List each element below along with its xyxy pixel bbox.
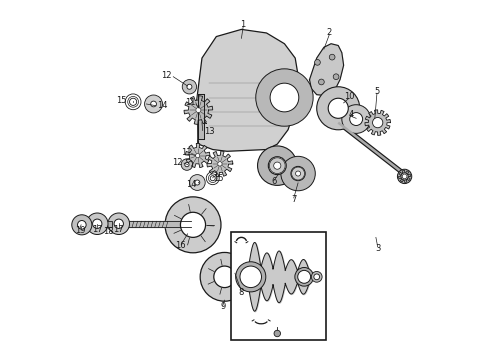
Circle shape: [145, 95, 163, 113]
Bar: [231, 232, 326, 339]
Text: 11: 11: [185, 98, 196, 107]
Polygon shape: [196, 30, 299, 151]
Circle shape: [328, 98, 348, 118]
Circle shape: [72, 215, 92, 235]
Circle shape: [329, 54, 335, 60]
Circle shape: [292, 167, 304, 180]
Circle shape: [87, 213, 108, 234]
Circle shape: [372, 117, 383, 128]
Text: 15: 15: [214, 175, 224, 184]
Circle shape: [270, 83, 299, 112]
Circle shape: [93, 219, 102, 228]
Circle shape: [350, 113, 363, 126]
Circle shape: [181, 159, 193, 170]
Circle shape: [129, 98, 137, 105]
Polygon shape: [186, 143, 210, 168]
Circle shape: [397, 169, 412, 184]
Text: 12: 12: [172, 158, 182, 167]
Text: 7: 7: [291, 195, 296, 204]
Text: 18: 18: [103, 227, 114, 236]
Circle shape: [187, 84, 192, 89]
Bar: [104, 221, 112, 226]
Circle shape: [295, 267, 314, 286]
Circle shape: [314, 274, 319, 280]
Text: 1: 1: [241, 19, 246, 28]
Text: 12: 12: [161, 71, 172, 80]
Text: 14: 14: [187, 180, 197, 189]
Polygon shape: [184, 96, 213, 125]
Circle shape: [311, 271, 322, 282]
Circle shape: [114, 219, 123, 228]
Circle shape: [281, 156, 315, 191]
Circle shape: [295, 171, 300, 176]
Circle shape: [182, 80, 196, 94]
Circle shape: [401, 173, 408, 180]
Text: 16: 16: [175, 241, 186, 250]
Circle shape: [318, 79, 324, 85]
Text: 9: 9: [220, 302, 225, 311]
Circle shape: [206, 172, 219, 185]
Text: 5: 5: [374, 87, 380, 96]
Circle shape: [196, 108, 201, 113]
Circle shape: [402, 174, 407, 179]
Circle shape: [180, 212, 205, 237]
Text: 3: 3: [375, 244, 380, 253]
Circle shape: [333, 74, 339, 80]
Polygon shape: [207, 151, 233, 177]
Text: 17: 17: [92, 225, 102, 234]
Text: 19: 19: [75, 226, 85, 235]
Circle shape: [151, 101, 156, 107]
Text: 17: 17: [114, 225, 124, 234]
Circle shape: [269, 157, 286, 175]
Text: 15: 15: [116, 96, 126, 105]
Text: 6: 6: [271, 177, 276, 186]
Circle shape: [210, 176, 215, 181]
Circle shape: [270, 158, 285, 174]
Circle shape: [108, 213, 129, 234]
Circle shape: [258, 146, 297, 185]
Text: 10: 10: [344, 92, 354, 101]
Circle shape: [190, 175, 205, 190]
Circle shape: [196, 154, 200, 158]
Circle shape: [298, 270, 311, 283]
Text: 2: 2: [327, 28, 332, 37]
Circle shape: [165, 197, 221, 253]
Circle shape: [218, 162, 222, 166]
Circle shape: [256, 69, 313, 126]
Circle shape: [195, 180, 200, 185]
Polygon shape: [310, 44, 343, 96]
Circle shape: [185, 162, 189, 167]
Text: 8: 8: [239, 288, 244, 297]
Circle shape: [315, 59, 320, 65]
Circle shape: [274, 330, 280, 337]
Circle shape: [274, 162, 281, 169]
Circle shape: [240, 266, 262, 288]
Circle shape: [125, 94, 141, 110]
Circle shape: [214, 266, 235, 288]
Circle shape: [236, 262, 266, 292]
Text: 13: 13: [204, 127, 215, 136]
Text: 4: 4: [348, 110, 353, 119]
Circle shape: [291, 166, 305, 181]
Polygon shape: [398, 170, 411, 183]
Text: 11: 11: [181, 148, 191, 157]
Circle shape: [77, 221, 86, 229]
Circle shape: [342, 105, 370, 134]
Circle shape: [200, 252, 249, 301]
Circle shape: [317, 87, 360, 130]
Text: 14: 14: [157, 101, 168, 110]
Polygon shape: [365, 110, 391, 135]
